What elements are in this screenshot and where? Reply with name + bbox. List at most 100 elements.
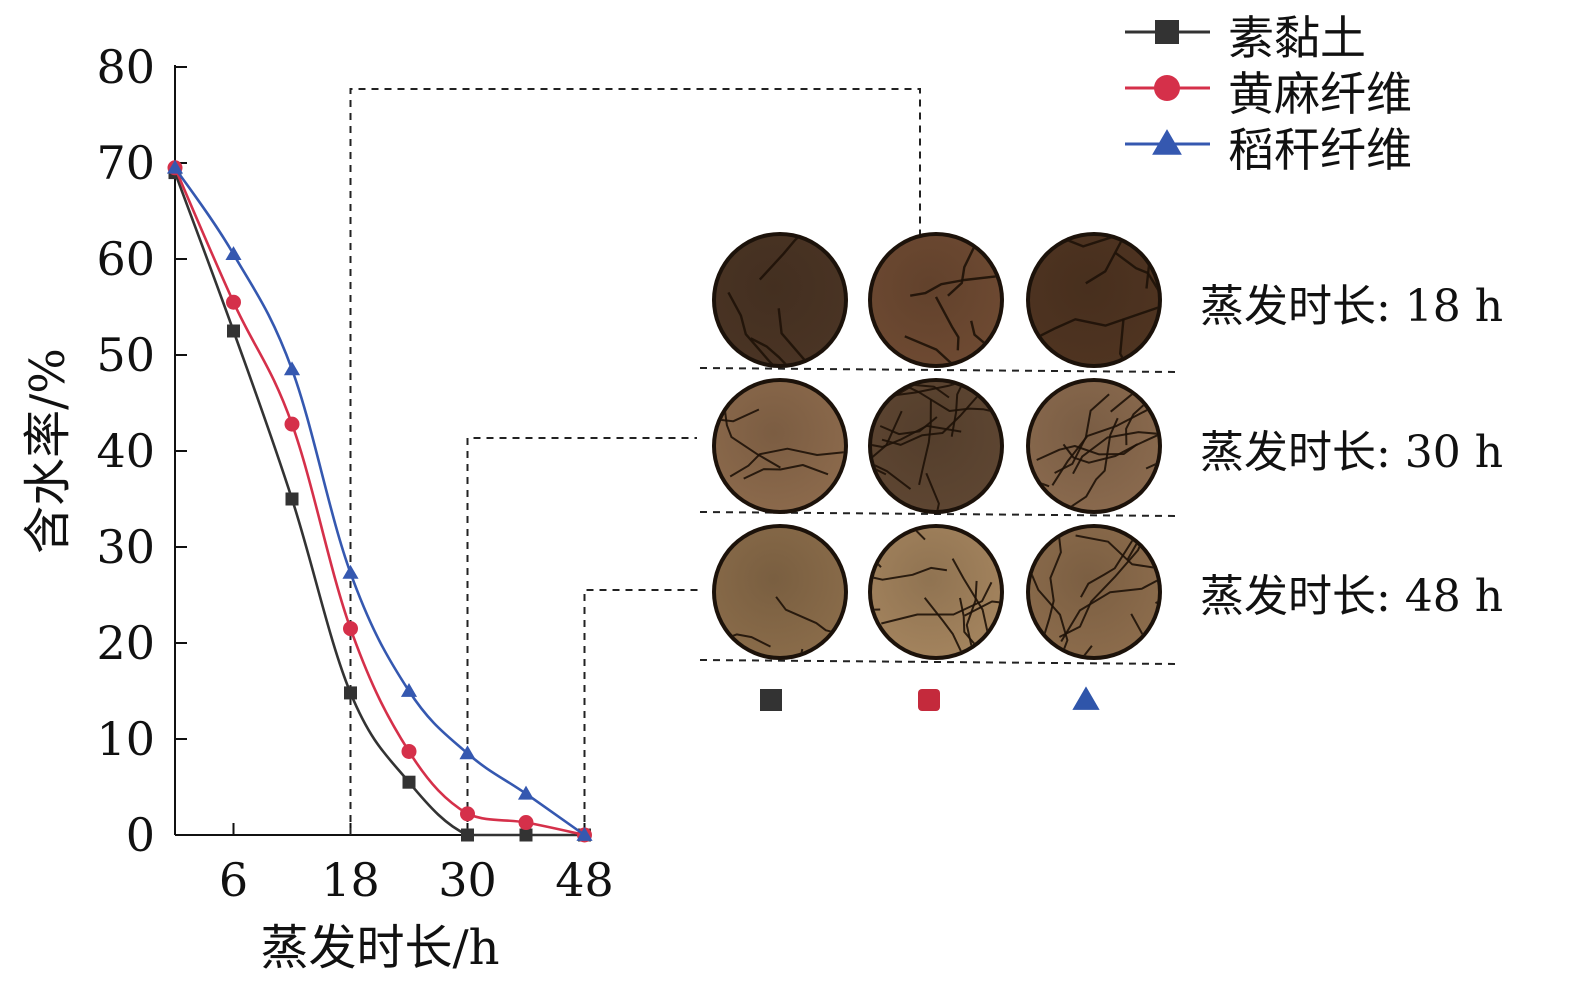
crack: [872, 651, 900, 656]
crack: [1114, 252, 1158, 304]
crack: [934, 296, 960, 351]
y-tick-label: 70: [96, 136, 155, 190]
column-marker-square: [760, 689, 782, 711]
crack: [729, 447, 844, 478]
crack: [722, 400, 781, 469]
legend-label-plain-clay: 素黏土: [1228, 11, 1366, 65]
data-point: [519, 828, 533, 842]
x-tick-label: 30: [438, 853, 497, 907]
sample-surface: [716, 528, 844, 656]
crack: [904, 654, 980, 656]
crack: [1030, 306, 1158, 347]
series-line: [173, 172, 585, 837]
crack: [1036, 431, 1158, 461]
y-tick-label: 30: [96, 520, 155, 574]
data-point: [226, 294, 241, 310]
guide-line-30: [466, 437, 697, 835]
crack: [881, 581, 993, 625]
sample-photo-30h-1: [868, 378, 1004, 514]
sample-surface: [716, 236, 844, 364]
sample-photo-18h-0: [712, 232, 848, 368]
sample-photo-18h-2: [1026, 232, 1162, 368]
crack: [1085, 236, 1158, 285]
x-tick-label: 18: [321, 853, 380, 907]
crack: [964, 600, 1000, 617]
crack: [872, 544, 948, 581]
legend-marker-triangle: [1152, 129, 1182, 155]
crack: [918, 399, 932, 486]
crack: [959, 597, 977, 646]
series-2: [166, 159, 593, 841]
crack: [947, 239, 979, 297]
sample-photos: [712, 232, 1162, 711]
data-point: [284, 416, 300, 432]
data-point: [402, 775, 416, 789]
guide-line-18: [349, 88, 921, 835]
sample-photo-30h-2: [1026, 378, 1162, 514]
y-tick-label: 60: [96, 232, 155, 286]
crack: [879, 416, 938, 436]
sample-photo-48h-0: [712, 524, 848, 660]
sample-surface: [872, 236, 1000, 364]
crack: [1075, 534, 1158, 569]
legend-label-jute-fiber: 黄麻纤维: [1228, 67, 1412, 121]
crack: [758, 236, 813, 281]
crack: [872, 410, 903, 473]
legend-marker-square: [1155, 20, 1179, 44]
photo-row-label-30h: 蒸发时长: 30 h: [1200, 427, 1504, 478]
data-point: [344, 686, 357, 700]
crack: [777, 308, 818, 364]
photo-row-label-48h: 蒸发时长: 48 h: [1200, 571, 1504, 622]
series-line: [173, 167, 585, 837]
y-tick-label: 40: [96, 424, 155, 478]
data-point: [283, 361, 301, 376]
crack: [775, 596, 844, 638]
crack: [1062, 443, 1139, 464]
data-point: [518, 815, 534, 831]
series-1: [167, 160, 592, 843]
data-point: [225, 246, 242, 261]
legend-marker-circle: [1154, 75, 1180, 101]
dashed-guides: [349, 88, 1177, 835]
x-tick-label: 48: [555, 853, 614, 907]
y-tick-label: 0: [126, 808, 155, 862]
data-point: [517, 785, 535, 800]
photo-row-label-18h: 蒸发时长: 18 h: [1200, 281, 1504, 332]
data-point: [227, 324, 240, 338]
sample-photo-48h-2: [1026, 524, 1162, 660]
crack: [750, 337, 831, 364]
crack: [970, 320, 1000, 364]
column-marker-triangle: [1072, 686, 1100, 710]
crack: [1080, 539, 1134, 598]
sample-surface: [1030, 236, 1158, 364]
column-marker-jute: [918, 689, 940, 711]
crack: [1038, 528, 1062, 650]
sample-photo-30h-0: [712, 378, 848, 514]
data-point: [400, 682, 418, 697]
crack: [872, 424, 962, 448]
x-axis-label: 蒸发时长/h: [260, 920, 499, 976]
y-tick-label: 80: [96, 40, 155, 94]
data-point: [401, 743, 417, 759]
row-separator: [699, 659, 1177, 665]
data-point: [343, 621, 358, 637]
data-point: [460, 806, 475, 822]
crack: [1060, 576, 1158, 643]
y-tick-label: 20: [96, 616, 155, 670]
x-tick-label: 6: [219, 853, 248, 907]
crack: [890, 382, 1000, 415]
sample-photo-18h-1: [868, 232, 1004, 368]
sample-surface: [872, 528, 1000, 656]
row-separator: [699, 367, 1177, 373]
crack: [727, 291, 828, 364]
crack: [909, 275, 999, 297]
data-point: [285, 492, 299, 506]
legend: [1125, 20, 1210, 155]
y-tick-label: 50: [96, 328, 155, 382]
data-point: [459, 745, 476, 760]
crack-pattern: [727, 236, 831, 364]
series-line: [173, 167, 586, 837]
sample-photo-48h-1: [868, 524, 1004, 660]
data-point: [576, 826, 593, 841]
